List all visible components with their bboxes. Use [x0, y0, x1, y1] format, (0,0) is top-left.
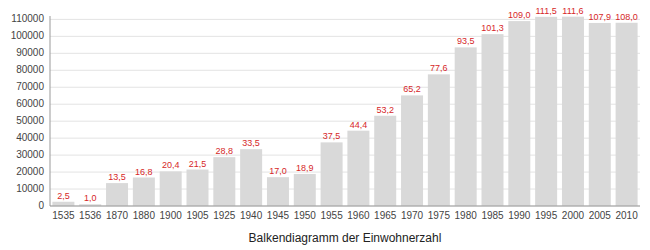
bar — [294, 174, 316, 206]
x-axis-line — [50, 206, 640, 207]
bar — [508, 21, 530, 206]
y-tick-label: 50000 — [16, 115, 44, 126]
y-tick-label: 0 — [38, 200, 44, 211]
y-tick-label: 70000 — [16, 81, 44, 92]
bar — [52, 202, 74, 206]
y-tick-label: 60000 — [16, 98, 44, 109]
data-label: 37,5 — [323, 131, 341, 141]
y-axis-line — [50, 16, 51, 206]
bar — [616, 23, 638, 206]
bar — [240, 149, 262, 206]
y-tick-label: 10000 — [16, 183, 44, 194]
y-axis: 0 10000 20000 30000 40000 50000 60000 70000 8000… — [11, 13, 45, 211]
data-label: 109,0 — [508, 10, 531, 20]
bar — [160, 171, 182, 206]
data-label: 44,4 — [350, 120, 368, 130]
x-tick-label: 1905 — [186, 210, 209, 221]
bar — [133, 178, 155, 207]
data-label: 16,8 — [135, 167, 153, 177]
data-label: 17,0 — [269, 166, 287, 176]
x-tick-label: 1970 — [401, 210, 424, 221]
bar — [347, 131, 369, 206]
bar — [455, 47, 477, 206]
x-tick-label: 1535 — [52, 210, 75, 221]
data-label: 18,9 — [296, 163, 314, 173]
x-tick-label: 1940 — [240, 210, 263, 221]
x-tick-label: 1975 — [428, 210, 451, 221]
data-label: 28,8 — [216, 146, 234, 156]
x-tick-label: 1945 — [267, 210, 290, 221]
data-label: 20,4 — [162, 160, 180, 170]
data-label: 107,9 — [589, 12, 612, 22]
x-tick-label: 1985 — [481, 210, 504, 221]
x-axis-title: Balkendiagramm der Einwohnerzahl — [249, 231, 442, 245]
data-label: 13,5 — [108, 172, 126, 182]
x-tick-label: 1950 — [294, 210, 317, 221]
x-tick-label: 1990 — [508, 210, 531, 221]
bar — [374, 116, 396, 206]
data-label: 2,5 — [57, 191, 70, 201]
chart-container: 0 10000 20000 30000 40000 50000 60000 70000 8000… — [0, 0, 650, 250]
data-label: 21,5 — [189, 159, 207, 169]
x-tick-label: 2000 — [562, 210, 585, 221]
data-label: 77,6 — [430, 63, 448, 73]
bar — [401, 95, 423, 206]
bar — [428, 74, 450, 206]
chart-svg: 0 10000 20000 30000 40000 50000 60000 70000 8000… — [0, 0, 650, 250]
data-label: 33,5 — [242, 138, 260, 148]
x-tick-label: 1880 — [133, 210, 156, 221]
data-labels: 2,5 1,0 13,5 16,8 20,4 21,5 28,8 33,5 17,0 18,9 37… — [57, 6, 638, 204]
x-tick-label: 1995 — [535, 210, 558, 221]
bar — [213, 157, 235, 206]
data-label: 53,2 — [376, 105, 394, 115]
x-tick-label: 2010 — [615, 210, 638, 221]
bar — [187, 170, 209, 206]
data-label: 65,2 — [403, 84, 421, 94]
grid-line — [50, 206, 640, 207]
x-tick-label: 1870 — [106, 210, 129, 221]
data-label: 1,0 — [84, 193, 97, 203]
data-label: 111,5 — [536, 6, 557, 16]
x-tick-label: 1965 — [374, 210, 397, 221]
x-tick-label: 1925 — [213, 210, 236, 221]
bar — [535, 17, 557, 206]
bar — [589, 23, 611, 206]
data-label: 93,5 — [457, 36, 475, 46]
y-tick-label: 20000 — [16, 166, 44, 177]
x-tick-label: 1900 — [160, 210, 183, 221]
bar — [482, 34, 504, 206]
bar — [562, 17, 584, 206]
x-tick-label: 1955 — [320, 210, 343, 221]
x-tick-label: 1980 — [455, 210, 478, 221]
x-tick-label: 1536 — [79, 210, 102, 221]
y-tick-label: 110000 — [11, 13, 44, 24]
x-tick-label: 1960 — [347, 210, 370, 221]
y-tick-label: 30000 — [16, 149, 44, 160]
y-tick-label: 80000 — [16, 64, 44, 75]
bar — [321, 142, 343, 206]
x-axis: 1535 1536 1870 1880 19001905 1925 1940 1945 1950… — [52, 210, 638, 221]
data-label: 101,3 — [481, 23, 504, 33]
data-label: 108,0 — [615, 12, 638, 22]
bar — [267, 177, 289, 206]
x-tick-label: 2005 — [589, 210, 612, 221]
bars — [52, 17, 637, 206]
bar — [106, 183, 128, 206]
data-label: 111,6 — [562, 6, 583, 16]
y-tick-label: 100000 — [11, 30, 45, 41]
y-tick-label: 40000 — [16, 132, 44, 143]
y-tick-label: 90000 — [16, 47, 44, 58]
